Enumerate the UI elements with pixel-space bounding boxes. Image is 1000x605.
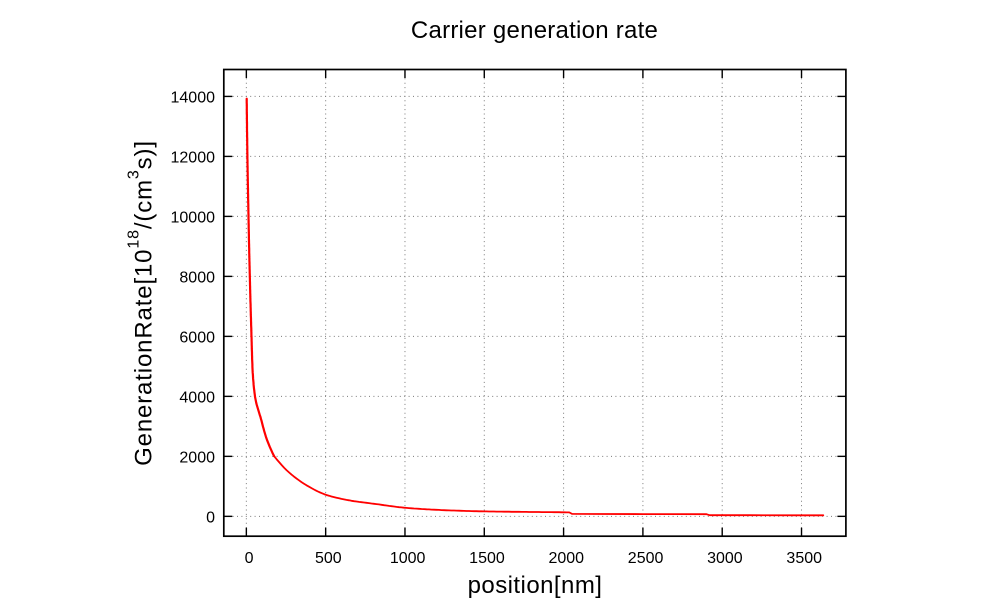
svg-text:position[nm]: position[nm] — [468, 572, 603, 599]
svg-text:2000: 2000 — [548, 550, 584, 567]
svg-text:GenerationRate[1018/(cm3s)]: GenerationRate[1018/(cm3s)] — [126, 140, 158, 466]
svg-text:0: 0 — [206, 510, 215, 527]
svg-text:500: 500 — [315, 550, 342, 567]
svg-text:10000: 10000 — [171, 210, 216, 227]
svg-text:3000: 3000 — [707, 550, 743, 567]
svg-text:12000: 12000 — [171, 150, 216, 167]
svg-text:3500: 3500 — [786, 550, 822, 567]
svg-text:4000: 4000 — [179, 390, 215, 407]
svg-text:14000: 14000 — [171, 90, 216, 107]
svg-text:6000: 6000 — [179, 330, 215, 347]
svg-text:2500: 2500 — [628, 550, 664, 567]
svg-text:2000: 2000 — [179, 450, 215, 467]
svg-text:8000: 8000 — [179, 270, 215, 287]
svg-text:Carrier generation rate: Carrier generation rate — [411, 17, 658, 44]
svg-text:1500: 1500 — [469, 550, 505, 567]
svg-text:1000: 1000 — [390, 550, 426, 567]
svg-text:0: 0 — [245, 550, 254, 567]
